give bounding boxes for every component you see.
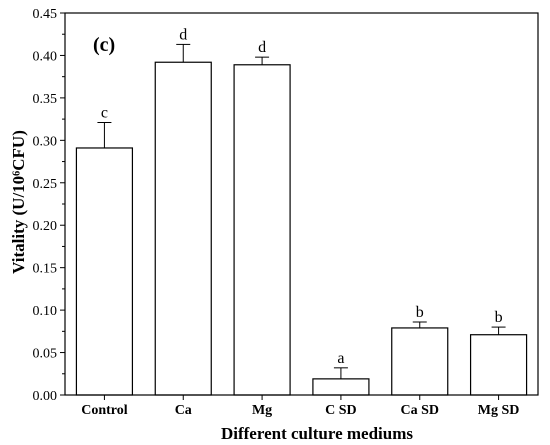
significance-label-2: d: [179, 26, 187, 43]
bar-5: [391, 327, 449, 396]
y-tick-label-8: 0.35: [33, 92, 58, 107]
x-tick-label-1: Control: [81, 403, 128, 418]
bar-1: [75, 147, 134, 396]
y-tick-label-2: 0.05: [33, 347, 58, 362]
x-tick-label-4: C SD: [325, 403, 357, 418]
y-tick-label-9: 0.40: [33, 49, 58, 64]
y-tick-label-6: 0.25: [33, 177, 58, 192]
x-tick-label-2: Ca: [175, 403, 192, 418]
x-tick-label-6: Mg SD: [478, 403, 520, 418]
y-tick-label-3: 0.10: [33, 304, 58, 319]
significance-label-5: b: [416, 304, 424, 321]
x-axis-ticks: Control Ca Mg C SD Ca SD Mg SD: [81, 395, 519, 418]
significance-label-4: a: [337, 350, 344, 367]
significance-label-6: b: [495, 309, 503, 326]
y-tick-label-1: 0.00: [33, 389, 58, 404]
x-tick-label-3: Mg: [252, 403, 272, 418]
y-tick-label-10: 0.45: [33, 7, 58, 22]
bar-3: [233, 64, 291, 396]
significance-label-1: c: [101, 105, 108, 122]
x-tick-label-5: Ca SD: [400, 403, 439, 418]
y-axis-title: Vitality (U/10⁶CFU): [9, 130, 28, 274]
plot-frame: [64, 12, 539, 396]
significance-label-3: d: [258, 39, 266, 56]
plot-area: c d d a b b: [64, 12, 539, 396]
y-tick-label-7: 0.30: [33, 134, 58, 149]
bar-4: [312, 378, 370, 396]
y-tick-label-4: 0.15: [33, 262, 58, 277]
bar-2: [154, 61, 212, 396]
panel-label: (c): [93, 34, 115, 56]
y-axis-ticks: 0.00 0.05 0.10 0.15 0.20 0.25 0.30 0.35 0.40 0.45: [33, 7, 65, 404]
y-tick-label-5: 0.20: [33, 219, 58, 234]
bar-6: [469, 334, 528, 396]
x-axis-title: Different culture mediums: [221, 424, 413, 443]
